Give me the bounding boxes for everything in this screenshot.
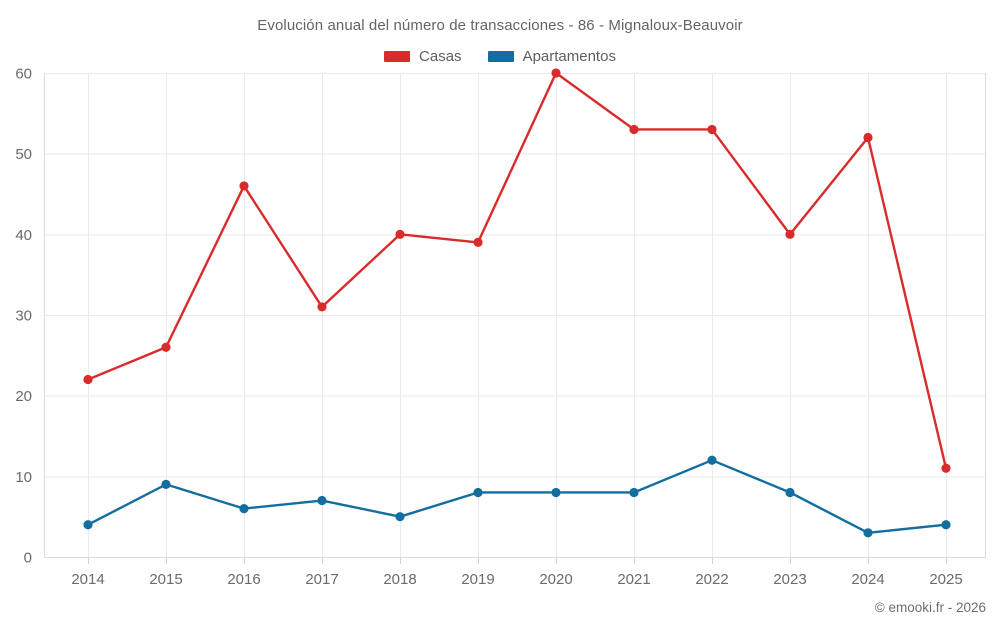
data-point[interactable] <box>863 528 873 538</box>
data-point[interactable] <box>239 181 249 191</box>
x-tick-label: 2020 <box>539 571 572 588</box>
data-point[interactable] <box>785 487 795 498</box>
x-tick-label: 2019 <box>461 571 494 588</box>
x-tick-label: 2022 <box>695 571 728 588</box>
axis-lines <box>44 73 986 558</box>
data-point[interactable] <box>629 124 639 135</box>
copyright-credit: © emooki.fr - 2026 <box>874 600 986 615</box>
y-tick-label: 0 <box>24 550 32 567</box>
data-point[interactable] <box>707 124 717 135</box>
legend-label-casas: Casas <box>419 47 462 65</box>
y-tick-label: 50 <box>15 146 32 163</box>
data-point[interactable] <box>395 229 405 239</box>
legend-entry-casas[interactable]: Casas <box>384 48 462 65</box>
y-tick-label: 40 <box>15 227 32 244</box>
x-tick-label: 2014 <box>71 571 104 588</box>
data-point[interactable] <box>161 479 171 489</box>
data-series <box>83 68 951 538</box>
data-point[interactable] <box>863 132 873 143</box>
series-casas <box>83 68 951 473</box>
series-line-apartamentos <box>86 459 948 534</box>
x-tick-label: 2025 <box>929 571 962 588</box>
x-tick-label: 2017 <box>305 571 338 588</box>
data-point[interactable] <box>551 68 561 78</box>
x-tick-label: 2024 <box>851 571 884 588</box>
data-point[interactable] <box>473 237 483 247</box>
chart-title: Evolución anual del número de transaccio… <box>257 17 743 34</box>
y-tick-label: 20 <box>15 388 32 405</box>
data-point[interactable] <box>161 342 171 352</box>
data-point[interactable] <box>941 520 951 530</box>
series-line-casas <box>86 71 948 470</box>
y-axis-ticks: 0 10 20 30 40 50 60 <box>15 66 32 567</box>
data-point[interactable] <box>317 302 327 312</box>
legend-label-apartamentos: Apartamentos <box>522 47 616 65</box>
series-apartamentos <box>83 455 951 538</box>
y-tick-label: 30 <box>15 308 32 325</box>
data-point[interactable] <box>83 520 93 530</box>
x-tick-label: 2016 <box>227 571 260 588</box>
data-point[interactable] <box>317 495 327 506</box>
data-point[interactable] <box>239 504 249 514</box>
data-point[interactable] <box>551 487 561 498</box>
x-axis-ticks: 2014 2015 2016 2017 2018 2019 2020 2021 2022 2023… <box>71 557 963 588</box>
data-point[interactable] <box>473 487 483 498</box>
data-point[interactable] <box>83 374 93 385</box>
legend-entry-apartamentos[interactable]: Apartamentos <box>487 47 616 65</box>
y-tick-label: 10 <box>15 469 32 486</box>
y-tick-label: 60 <box>15 66 32 83</box>
data-point[interactable] <box>707 455 717 465</box>
x-tick-label: 2015 <box>149 571 182 588</box>
data-point[interactable] <box>941 463 951 473</box>
x-tick-label: 2021 <box>617 571 650 588</box>
legend-swatch-casas <box>384 50 411 62</box>
chart-legend: Casas Apartamentos <box>0 45 1000 67</box>
x-tick-label: 2018 <box>383 571 416 588</box>
data-point[interactable] <box>785 229 795 239</box>
x-tick-label: 2023 <box>773 571 806 588</box>
legend-swatch-apartamentos <box>487 50 514 62</box>
data-point[interactable] <box>629 487 639 498</box>
gridlines <box>44 73 986 558</box>
data-point[interactable] <box>395 512 405 522</box>
